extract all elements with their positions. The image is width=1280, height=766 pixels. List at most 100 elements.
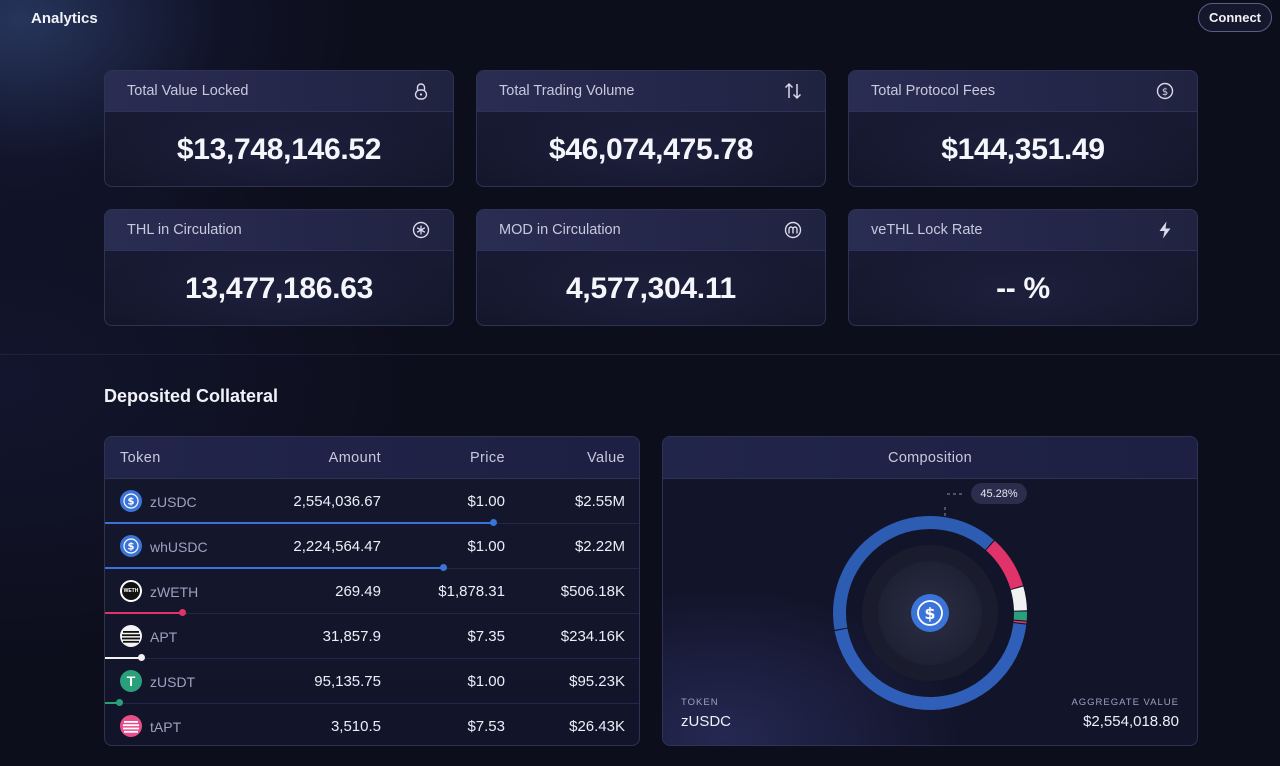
table-header: Token Amount Price Value xyxy=(105,437,639,479)
donut-segment-zusdc[interactable] xyxy=(834,623,1027,710)
token-value: $95.23K xyxy=(569,673,625,690)
stat-value: $46,074,475.78 xyxy=(477,112,825,186)
stat-card-total-trading-volume: Total Trading Volume $46,074,475.78 xyxy=(476,70,826,187)
column-header-price[interactable]: Price xyxy=(469,450,505,466)
stat-card-vethl-lock-rate: veTHL Lock Rate -- % xyxy=(848,209,1198,326)
token-name: APT xyxy=(150,629,178,645)
table-row[interactable]: WETH zWETH 269.49 $1,878.31 $506.18K xyxy=(105,569,639,616)
svg-text:$: $ xyxy=(128,542,135,553)
token-amount: 31,857.9 xyxy=(322,628,381,645)
donut-segment-apt[interactable] xyxy=(1010,586,1027,611)
table-row[interactable]: APT 31,857.9 $7.35 $234.16K xyxy=(105,614,639,661)
section-title: Deposited Collateral xyxy=(104,386,279,406)
token-price: $7.53 xyxy=(467,718,505,735)
token-price: $1,878.31 xyxy=(438,583,505,600)
stat-value: 4,577,304.11 xyxy=(477,251,825,325)
usdc-icon: $ xyxy=(911,594,949,632)
stat-card-total-protocol-fees: Total Protocol Fees $ $144,351.49 xyxy=(848,70,1198,187)
token-price: $1.00 xyxy=(467,673,505,690)
donut-segment-zweth[interactable] xyxy=(986,540,1023,590)
token-name: zUSDT xyxy=(150,674,196,690)
token-value: $2.22M xyxy=(574,538,625,555)
token-price: $7.35 xyxy=(467,628,505,645)
share-bar-dot xyxy=(439,564,447,571)
weth-icon: WETH xyxy=(120,580,142,602)
tether-icon-label: T xyxy=(126,673,136,689)
token-amount: 3,510.5 xyxy=(330,718,381,735)
composition-title: Composition xyxy=(663,437,1197,479)
stat-label: Total Value Locked xyxy=(127,83,249,99)
table-row[interactable]: T zUSDT 95,135.75 $1.00 $95.23K xyxy=(105,659,639,706)
token-amount: 95,135.75 xyxy=(314,673,381,690)
share-bar xyxy=(105,657,141,659)
token-value: $2.55M xyxy=(574,493,625,510)
svg-text:$: $ xyxy=(128,497,135,508)
section-divider xyxy=(0,354,1280,355)
token-value: $506.18K xyxy=(560,583,625,600)
column-header-amount[interactable]: Amount xyxy=(328,450,381,466)
connect-wallet-button[interactable]: Connect xyxy=(1198,3,1272,32)
swap-arrows-icon xyxy=(783,81,803,101)
donut-segment-zusdt[interactable] xyxy=(1013,611,1027,621)
share-bar-dot xyxy=(137,654,145,661)
stat-label: veTHL Lock Rate xyxy=(871,222,983,238)
share-bar xyxy=(105,702,120,704)
collateral-table: Token Amount Price Value $ zUSDC 2,554,0… xyxy=(104,436,640,746)
share-bar-dot xyxy=(490,519,498,526)
share-bar xyxy=(105,567,443,569)
token-value: $234.16K xyxy=(560,628,625,645)
thl-token-icon xyxy=(411,220,431,240)
share-bar xyxy=(105,612,182,614)
token-price: $1.00 xyxy=(467,493,505,510)
mod-token-icon xyxy=(783,220,803,240)
token-amount: 2,224,564.47 xyxy=(293,538,381,555)
stat-value: $144,351.49 xyxy=(849,112,1197,186)
token-name: tAPT xyxy=(150,719,182,735)
table-row[interactable]: $ whUSDC 2,224,564.47 $1.00 $2.22M xyxy=(105,524,639,571)
composition-panel: Composition $ 45.28% TOKEN zUSDC AGGREGA… xyxy=(662,436,1198,746)
share-bar-dot xyxy=(116,699,124,706)
tether-icon: T xyxy=(120,670,142,692)
token-name: zWETH xyxy=(150,584,199,600)
aptos-icon xyxy=(120,625,142,647)
stat-label: Total Protocol Fees xyxy=(871,83,996,99)
stat-value: -- % xyxy=(849,251,1197,325)
callout-line xyxy=(944,493,963,516)
share-bar-dot xyxy=(178,609,186,616)
stat-label: THL in Circulation xyxy=(127,222,242,238)
composition-donut-chart[interactable]: $ xyxy=(663,479,1198,746)
aggregate-value-caption: AGGREGATE VALUE xyxy=(1071,697,1179,708)
token-value: $26.43K xyxy=(569,718,625,735)
usdc-icon: $ xyxy=(120,490,142,512)
lightning-icon xyxy=(1155,220,1175,240)
token-name: whUSDC xyxy=(150,539,208,555)
stat-label: MOD in Circulation xyxy=(499,222,621,238)
stat-card-total-value-locked: Total Value Locked $13,748,146.52 xyxy=(104,70,454,187)
stat-value: $13,748,146.52 xyxy=(105,112,453,186)
aggregate-value: $2,554,018.80 xyxy=(1083,713,1179,730)
token-caption: TOKEN xyxy=(681,697,719,708)
share-bar xyxy=(105,522,494,524)
top-bar: Analytics Connect xyxy=(0,0,1280,36)
donut-segment-tapt[interactable] xyxy=(1013,620,1027,624)
table-row[interactable]: $ zUSDC 2,554,036.67 $1.00 $2.55M xyxy=(105,479,639,526)
page-title: Analytics xyxy=(31,10,98,27)
svg-text:$: $ xyxy=(1162,87,1168,98)
column-header-token[interactable]: Token xyxy=(120,450,161,466)
lock-icon xyxy=(411,81,431,101)
token-amount: 2,554,036.67 xyxy=(293,493,381,510)
token-price: $1.00 xyxy=(467,538,505,555)
stat-card-mod-circulation: MOD in Circulation 4,577,304.11 xyxy=(476,209,826,326)
stat-label: Total Trading Volume xyxy=(499,83,635,99)
token-amount: 269.49 xyxy=(335,583,381,600)
selected-token: zUSDC xyxy=(681,713,732,730)
dollar-circle-icon: $ xyxy=(1155,81,1175,101)
column-header-value[interactable]: Value xyxy=(586,450,625,466)
table-row[interactable]: tAPT 3,510.5 $7.53 $26.43K xyxy=(105,704,639,745)
stat-card-thl-circulation: THL in Circulation 13,477,186.63 xyxy=(104,209,454,326)
stat-value: 13,477,186.63 xyxy=(105,251,453,325)
usdc-icon: $ xyxy=(120,535,142,557)
weth-icon-label: WETH xyxy=(122,582,140,600)
donut-segment-whusdc[interactable] xyxy=(833,516,994,630)
svg-text:$: $ xyxy=(924,604,935,623)
